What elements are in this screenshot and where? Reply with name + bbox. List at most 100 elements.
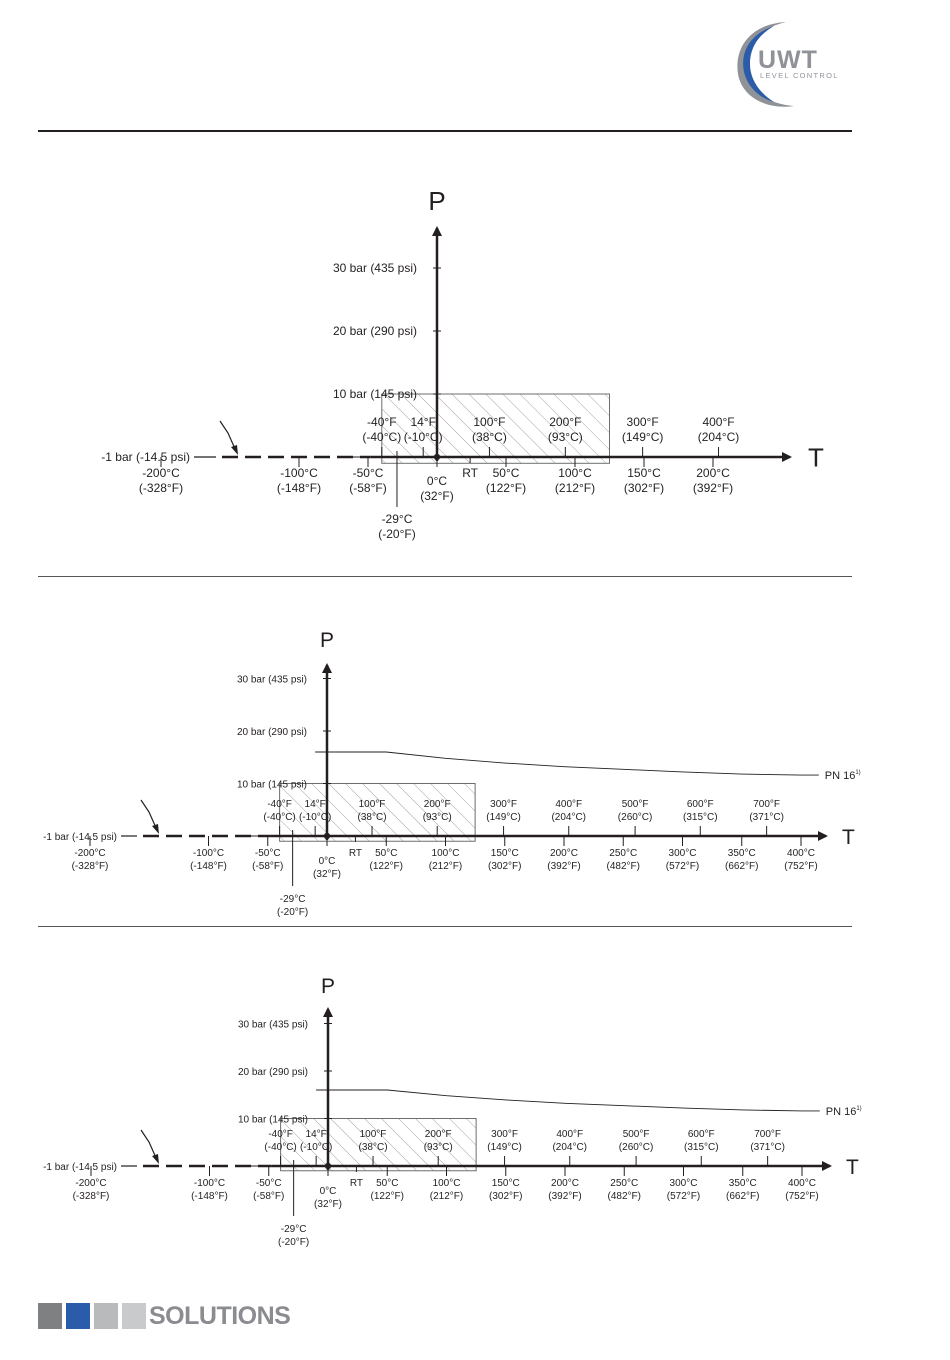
celsius-tick-label: 100°C (558, 466, 592, 480)
fahrenheit-equivalent-label: (752°F) (785, 1191, 818, 1202)
celsius-equivalent-label: (-40°C) (362, 430, 401, 444)
fahrenheit-tick-label: 100°F (473, 415, 505, 429)
vacuum-label: -1 bar (-14.5 psi) (43, 832, 117, 843)
vacuum-pointer-arrowhead (152, 1154, 159, 1164)
vacuum-pointer-arrow (219, 420, 237, 452)
fahrenheit-equivalent-label: (392°F) (693, 481, 733, 495)
celsius-tick-label: -200°C (142, 466, 180, 480)
celsius-equivalent-label: (204°C) (698, 430, 739, 444)
celsius-equivalent-label: (204°C) (552, 1142, 587, 1153)
fahrenheit-equivalent-label: (122°F) (371, 1191, 404, 1202)
celsius-tick-label: -200°C (75, 1178, 106, 1189)
celsius-equivalent-label: (38°C) (472, 430, 507, 444)
fahrenheit-tick-label: 100°F (359, 799, 386, 810)
fahrenheit-tick-label: 400°F (555, 799, 582, 810)
celsius-equivalent-label: (-40°C) (264, 1142, 296, 1153)
pressure-tick-label: 20 bar (290 psi) (333, 324, 417, 338)
celsius-equivalent-label: (38°C) (359, 1142, 388, 1153)
celsius-equivalent-label: (371°C) (749, 812, 784, 823)
fahrenheit-tick-label: 500°F (622, 799, 649, 810)
celsius-tick-label: 100°C (433, 1178, 461, 1189)
celsius-equivalent-label: (315°C) (683, 812, 718, 823)
fahrenheit-tick-label: -40°F (267, 799, 292, 810)
vacuum-pointer-arrow (140, 799, 158, 831)
celsius-equivalent-label: (204°C) (551, 812, 586, 823)
celsius-tick-label: 250°C (610, 1178, 638, 1189)
pressure-tick-label: 10 bar (145 psi) (333, 387, 417, 401)
footer-square (66, 1303, 90, 1329)
celsius-equivalent-label: (-10°C) (404, 430, 443, 444)
fahrenheit-tick-label: 200°F (424, 799, 451, 810)
celsius-tick-label: 300°C (670, 1178, 698, 1189)
celsius-tick-label: -50°C (256, 1178, 282, 1189)
pn16-pressure-curve (315, 751, 819, 776)
fahrenheit-tick-label: 700°F (753, 799, 780, 810)
celsius-equivalent-label: (371°C) (750, 1142, 785, 1153)
celsius-equivalent-label: (-10°C) (300, 1142, 332, 1153)
low-limit-sub-label: (-20°F) (278, 1237, 309, 1248)
fahrenheit-equivalent-label: (32°F) (420, 489, 453, 503)
fahrenheit-equivalent-label: (-328°F) (73, 1191, 110, 1202)
celsius-equivalent-label: (93°C) (424, 1142, 453, 1153)
fahrenheit-tick-label: 300°F (627, 415, 659, 429)
temperature-axis-label: T (846, 1156, 859, 1179)
fahrenheit-equivalent-label: (32°F) (313, 869, 341, 880)
fahrenheit-equivalent-label: (-328°F) (72, 861, 109, 872)
fahrenheit-equivalent-label: (212°F) (555, 481, 595, 495)
celsius-equivalent-label: (-40°C) (263, 812, 295, 823)
pn16-label: PN 161) (826, 1106, 862, 1118)
fahrenheit-tick-label: 100°F (360, 1129, 387, 1140)
fahrenheit-equivalent-label: (662°F) (725, 861, 758, 872)
fahrenheit-tick-label: 400°F (702, 415, 734, 429)
pressure-temperature-diagram-2: PN 161) P T -1 bar (-14.5 psi) 30 bar (435 p… (43, 629, 861, 918)
fahrenheit-tick-label: 600°F (687, 799, 714, 810)
celsius-tick-label: 400°C (788, 1178, 816, 1189)
celsius-tick-label: -100°C (280, 466, 318, 480)
fahrenheit-equivalent-label: (-148°F) (277, 481, 321, 495)
fahrenheit-tick-label: 14°F (306, 1129, 327, 1140)
fahrenheit-equivalent-label: (-148°F) (191, 1191, 228, 1202)
fahrenheit-tick-label: 14°F (305, 799, 326, 810)
celsius-tick-label: 150°C (627, 466, 661, 480)
pressure-tick-label: 10 bar (145 psi) (237, 780, 307, 791)
fahrenheit-tick-label: 200°F (549, 415, 581, 429)
pressure-tick-label: 10 bar (145 psi) (238, 1115, 308, 1126)
low-limit-label: -29°C (382, 512, 413, 526)
fahrenheit-equivalent-label: (392°F) (547, 861, 580, 872)
header-divider (38, 130, 852, 132)
operating-range-hatched-area (280, 1118, 477, 1172)
celsius-tick-label: 350°C (728, 848, 756, 859)
fahrenheit-equivalent-label: (122°F) (486, 481, 526, 495)
vacuum-pointer-arrow (140, 1129, 158, 1161)
fahrenheit-tick-label: 300°F (491, 1129, 518, 1140)
pn16-pressure-curve (316, 1089, 820, 1112)
low-limit-label: -29°C (281, 1224, 307, 1235)
pressure-axis-label: P (428, 186, 445, 216)
operating-range-hatched-area (279, 783, 476, 842)
pn16-label: PN 161) (825, 770, 861, 782)
celsius-tick-label: -50°C (255, 848, 281, 859)
celsius-tick-label: 300°C (669, 848, 697, 859)
room-temperature-label: RT (349, 848, 362, 859)
pressure-tick-label: 30 bar (435 psi) (237, 675, 307, 686)
fahrenheit-tick-label: 700°F (754, 1129, 781, 1140)
low-limit-label: -29°C (280, 894, 306, 905)
celsius-equivalent-label: (38°C) (358, 812, 387, 823)
footer-square (94, 1303, 118, 1329)
celsius-tick-label: 50°C (376, 1178, 398, 1189)
celsius-tick-label: -100°C (193, 848, 224, 859)
celsius-tick-label: -200°C (74, 848, 105, 859)
low-limit-sub-label: (-20°F) (378, 527, 415, 541)
celsius-tick-label: 0°C (427, 474, 447, 488)
section-divider (38, 576, 852, 577)
fahrenheit-tick-label: 400°F (556, 1129, 583, 1140)
fahrenheit-equivalent-label: (-328°F) (139, 481, 183, 495)
fahrenheit-equivalent-label: (302°F) (624, 481, 664, 495)
celsius-equivalent-label: (149°C) (486, 812, 521, 823)
pressure-temperature-diagram-1: P T -1 bar (-14.5 psi) 30 bar (435 psi) 20 b… (101, 186, 824, 541)
celsius-equivalent-label: (260°C) (618, 812, 653, 823)
fahrenheit-equivalent-label: (302°F) (488, 861, 521, 872)
fahrenheit-equivalent-label: (572°F) (667, 1191, 700, 1202)
celsius-tick-label: 250°C (609, 848, 637, 859)
